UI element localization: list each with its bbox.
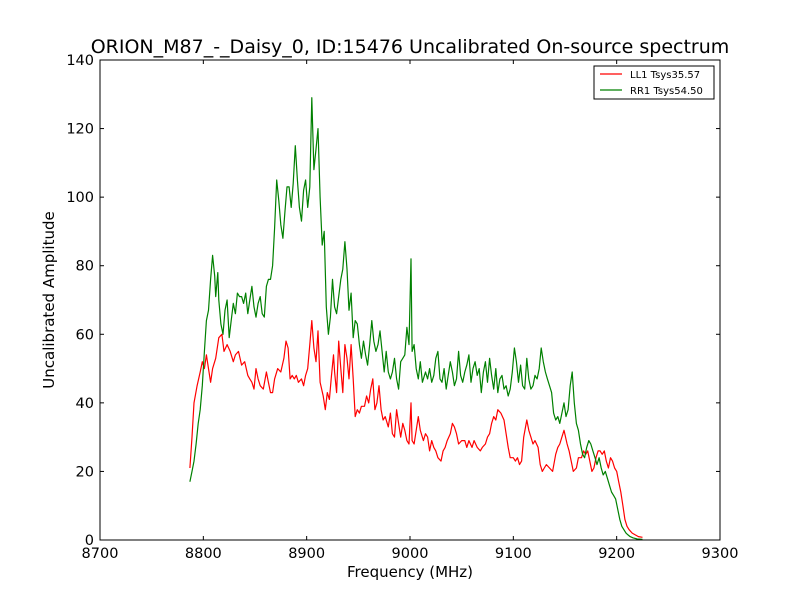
x-tick-label: 8700 [82, 546, 119, 562]
legend: LL1 Tsys35.57 RR1 Tsys54.50 [593, 65, 715, 100]
series-layer [189, 97, 643, 540]
x-tick-label: 8800 [185, 546, 222, 562]
chart-title: ORION_M87_-_Daisy_0, ID:15476 Uncalibrat… [91, 36, 730, 58]
y-tick-label: 140 [66, 53, 94, 69]
plot-frame [99, 59, 721, 541]
y-tick-label: 40 [76, 396, 94, 412]
y-tick-label: 100 [66, 190, 94, 206]
y-tick-label: 60 [76, 327, 94, 343]
legend-label-ll1: LL1 Tsys35.57 [630, 70, 700, 81]
x-tick-label: 9300 [702, 546, 739, 562]
legend-label-rr1: RR1 Tsys54.50 [630, 86, 703, 97]
x-tick-label: 9200 [598, 546, 635, 562]
y-tick-label: 80 [76, 259, 94, 275]
x-tick-label: 9100 [495, 546, 532, 562]
series-line-1 [189, 97, 643, 540]
x-tick-label: 9000 [392, 546, 429, 562]
ticks-layer: 8700 8800 8900 9000 9100 9200 9300 0 20 40 60 80 100… [66, 53, 738, 562]
y-tick-label: 0 [85, 533, 94, 549]
legend-box [593, 65, 715, 100]
y-tick-label: 20 [76, 464, 94, 480]
y-tick-label: 120 [66, 122, 94, 138]
series-line-0 [189, 320, 643, 538]
y-axis-label: Uncalibrated Amplitude [40, 211, 58, 388]
x-tick-label: 8900 [288, 546, 325, 562]
x-axis-label: Frequency (MHz) [347, 563, 473, 581]
